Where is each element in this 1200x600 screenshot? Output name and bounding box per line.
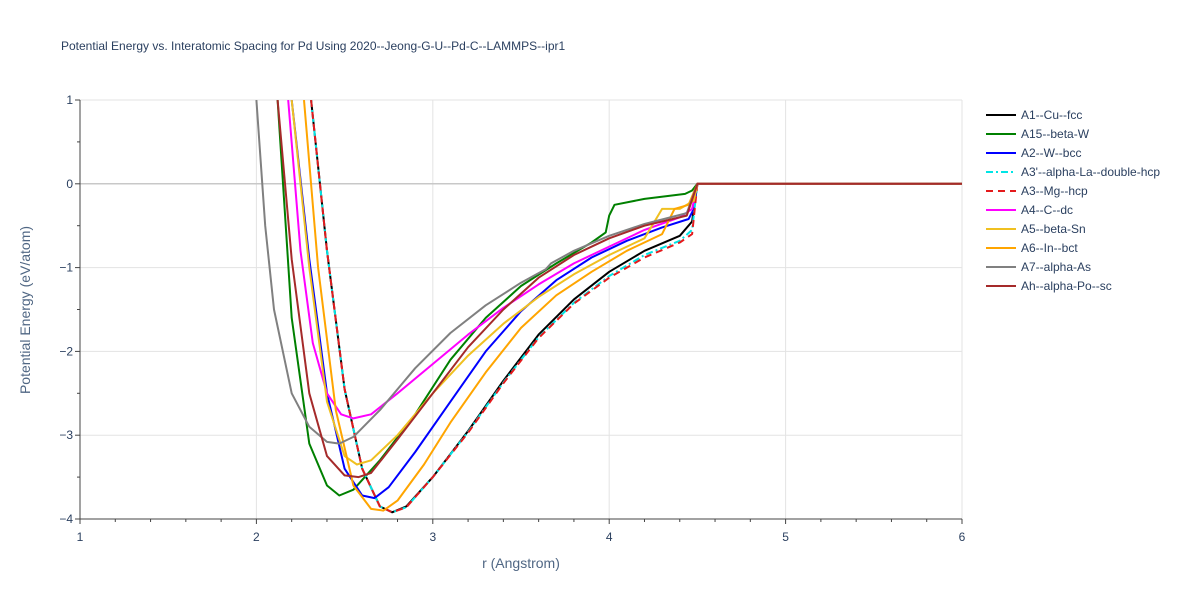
legend-label: A5--beta-Sn (1021, 222, 1086, 236)
series-line-2 (290, 100, 962, 500)
legend-label: A3--Mg--hcp (1021, 184, 1088, 198)
y-tick-label: 0 (66, 177, 73, 191)
legend-label: Ah--alpha-Po--sc (1021, 279, 1112, 293)
y-tick-label: −3 (59, 428, 73, 442)
legend-item[interactable]: A7--alpha-As (986, 260, 1091, 274)
series-line-0 (310, 100, 962, 514)
legend-item[interactable]: Ah--alpha-Po--sc (986, 279, 1112, 293)
legend-item[interactable]: A4--C--dc (986, 203, 1073, 217)
chart-title: Potential Energy vs. Interatomic Spacing… (61, 39, 566, 53)
x-tick-label: 1 (77, 530, 84, 544)
legend-label: A3'--alpha-La--double-hcp (1021, 165, 1160, 179)
series-line-8 (255, 100, 962, 445)
y-tick-label: −1 (59, 261, 73, 275)
axis-ticks: 1 2 3 4 5 6 1 0 −1 −2 −3 −4 (59, 93, 965, 544)
legend-item[interactable]: A1--Cu--fcc (986, 108, 1082, 122)
y-axis-title: Potential Energy (eV/atom) (17, 226, 33, 394)
legend-item[interactable]: A15--beta-W (986, 127, 1090, 141)
series-line-7 (303, 100, 962, 512)
x-tick-label: 3 (429, 530, 436, 544)
series-line-1 (276, 100, 962, 497)
series-line-4 (310, 100, 962, 514)
series-layer (255, 100, 962, 514)
legend-item[interactable]: A3'--alpha-La--double-hcp (986, 165, 1160, 179)
legend-item[interactable]: A2--W--bcc (986, 146, 1081, 160)
legend-label: A1--Cu--fcc (1021, 108, 1082, 122)
y-tick-label: −4 (59, 512, 73, 526)
legend-label: A6--In--bct (1021, 241, 1078, 255)
x-tick-label: 5 (782, 530, 789, 544)
legend[interactable]: A1--Cu--fcc A15--beta-W A2--W--bcc A3'--alp… (986, 108, 1160, 293)
legend-label: A15--beta-W (1021, 127, 1090, 141)
legend-item[interactable]: A5--beta-Sn (986, 222, 1086, 236)
x-tick-label: 6 (959, 530, 966, 544)
legend-item[interactable]: A6--In--bct (986, 241, 1078, 255)
x-tick-label: 2 (253, 530, 260, 544)
series-line-9 (276, 100, 962, 479)
x-tick-label: 4 (606, 530, 613, 544)
legend-item[interactable]: A3--Mg--hcp (986, 184, 1088, 198)
legend-label: A7--alpha-As (1021, 260, 1091, 274)
series-line-3 (310, 100, 962, 514)
series-line-5 (287, 100, 962, 420)
x-axis-title: r (Angstrom) (482, 555, 560, 571)
y-tick-label: 1 (66, 93, 73, 107)
grid (80, 99, 963, 519)
legend-label: A2--W--bcc (1021, 146, 1081, 160)
series-line-6 (290, 100, 962, 466)
y-tick-label: −2 (59, 344, 73, 358)
legend-label: A4--C--dc (1021, 203, 1073, 217)
